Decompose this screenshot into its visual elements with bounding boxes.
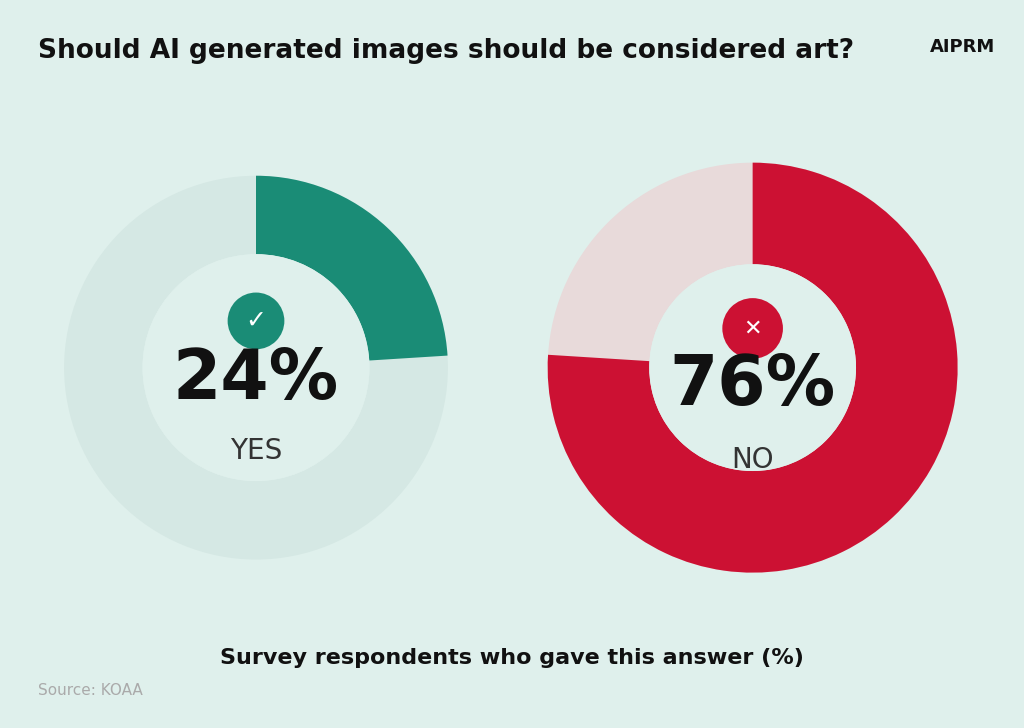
- Wedge shape: [548, 162, 957, 573]
- Wedge shape: [256, 175, 447, 360]
- Text: Source: KOAA: Source: KOAA: [38, 683, 142, 698]
- Wedge shape: [548, 162, 957, 573]
- Circle shape: [722, 298, 783, 359]
- Circle shape: [227, 293, 285, 349]
- Circle shape: [649, 264, 856, 471]
- Text: ✕: ✕: [743, 318, 762, 339]
- Text: 76%: 76%: [670, 352, 836, 419]
- Text: NO: NO: [731, 446, 774, 475]
- Text: 24%: 24%: [173, 346, 339, 413]
- Text: ✓: ✓: [246, 309, 266, 333]
- Text: YES: YES: [229, 437, 283, 465]
- Text: Survey respondents who gave this answer (%): Survey respondents who gave this answer …: [220, 648, 804, 668]
- Text: AIPRM: AIPRM: [930, 38, 995, 56]
- Wedge shape: [65, 175, 447, 560]
- Text: Should AI generated images should be considered art?: Should AI generated images should be con…: [38, 38, 854, 64]
- Circle shape: [142, 254, 370, 481]
